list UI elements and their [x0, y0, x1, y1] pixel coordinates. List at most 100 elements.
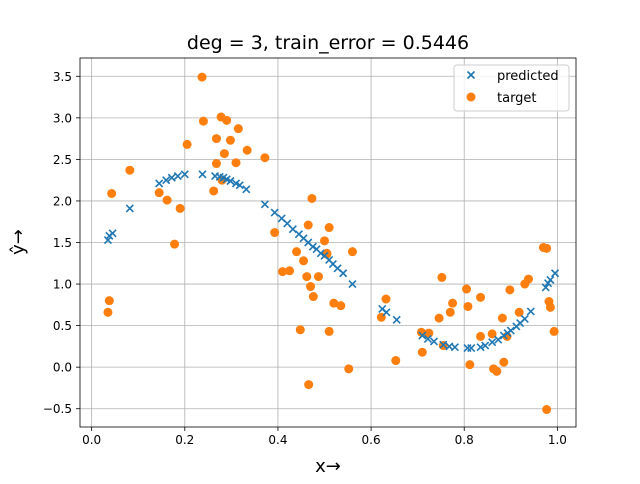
target-point: [344, 364, 354, 374]
predicted-point: [155, 179, 164, 188]
x-tick-label: 0.2: [175, 433, 194, 447]
target-point: [523, 274, 533, 284]
predicted-point: [226, 176, 235, 186]
target-point: [299, 256, 309, 266]
y-tick-label: 0.0: [53, 361, 72, 375]
legend-label-target: target: [497, 91, 537, 106]
target-point: [437, 272, 447, 282]
predicted-point: [520, 314, 529, 324]
target-point: [278, 267, 288, 277]
target-point: [445, 307, 455, 317]
predicted-point: [198, 170, 207, 179]
target-point: [499, 357, 509, 367]
y-tick-label: 2.5: [53, 153, 72, 167]
predicted-point: [162, 176, 171, 185]
predicted-point: [348, 279, 357, 289]
target-point: [104, 296, 114, 306]
target-point: [417, 347, 427, 357]
target-point: [434, 313, 444, 323]
predicted-point: [173, 171, 182, 181]
target-point: [505, 285, 515, 295]
legend-label-predicted: predicted: [497, 69, 559, 84]
predicted-point: [467, 343, 476, 353]
target-point: [270, 228, 280, 238]
target-point: [103, 307, 113, 317]
target-point: [381, 294, 391, 304]
target-point: [514, 307, 524, 317]
target-point: [231, 158, 241, 168]
legend: predicted target: [453, 64, 570, 112]
target-point: [303, 220, 313, 230]
target-point: [463, 301, 473, 311]
predicted-point: [382, 308, 391, 317]
predicted-point: [308, 242, 317, 251]
target-point: [307, 193, 317, 203]
target-point: [542, 243, 552, 253]
target-point: [304, 380, 314, 390]
target-point: [324, 223, 334, 233]
target-point: [175, 203, 185, 213]
axis-ticks: 0.0 0.2 0.4 0.6 0.8 1.0 −0.5 0.0 0.5 1.0 1.5 2.0 2.5…: [43, 70, 567, 447]
y-tick-label: 1.5: [53, 236, 72, 250]
target-point: [476, 331, 486, 341]
target-point: [198, 116, 208, 126]
predicted-point: [242, 185, 251, 194]
data-markers: [103, 72, 560, 415]
predicted-point: [526, 307, 535, 316]
y-tick-label: 1.0: [53, 278, 72, 292]
target-point: [545, 302, 555, 312]
target-point: [219, 149, 229, 159]
target-point: [347, 247, 357, 257]
target-point: [497, 313, 507, 323]
y-tick-label: −0.5: [43, 402, 72, 416]
target-point: [306, 282, 316, 292]
legend-box: [453, 64, 570, 112]
predicted-point: [180, 170, 189, 179]
target-point: [308, 292, 318, 302]
target-point: [313, 272, 323, 282]
predicted-point: [506, 326, 515, 335]
target-point: [549, 326, 559, 336]
predicted-point: [167, 173, 176, 182]
target-point: [476, 292, 486, 302]
target-point: [329, 298, 339, 308]
legend-marker-target: [466, 92, 476, 102]
target-point: [125, 165, 135, 175]
predicted-point: [418, 331, 427, 340]
predicted-point: [546, 275, 555, 284]
target-point: [260, 153, 270, 163]
target-point: [154, 188, 164, 198]
target-point: [302, 272, 312, 282]
target-point: [233, 124, 243, 134]
target-point: [336, 301, 346, 311]
predicted-point: [541, 283, 550, 292]
target-point: [242, 145, 252, 155]
y-tick-label: 2.0: [53, 194, 72, 208]
target-point: [162, 195, 172, 205]
predicted-point: [550, 269, 560, 278]
target-point: [462, 284, 472, 294]
target-point: [487, 329, 497, 339]
y-tick-label: 3.5: [53, 70, 72, 84]
target-point: [492, 366, 502, 376]
target-point: [197, 72, 207, 82]
predicted-point: [481, 341, 490, 350]
predicted-point: [339, 269, 348, 278]
target-point: [324, 326, 334, 336]
target-point: [320, 236, 330, 246]
predicted-point: [488, 338, 497, 347]
predicted-point: [235, 181, 244, 190]
predicted-point: [439, 340, 448, 349]
target-point: [222, 115, 232, 125]
chart-title: deg = 3, train_error = 0.5446: [187, 32, 469, 54]
predicted-point: [392, 315, 401, 324]
target-point: [448, 298, 458, 308]
y-tick-label: 0.5: [53, 319, 72, 333]
target-point: [285, 266, 295, 276]
legend-marker-predicted: [466, 70, 476, 80]
predicted-point: [108, 229, 117, 238]
x-axis-label: x→: [315, 456, 341, 477]
predicted-point: [450, 343, 459, 352]
